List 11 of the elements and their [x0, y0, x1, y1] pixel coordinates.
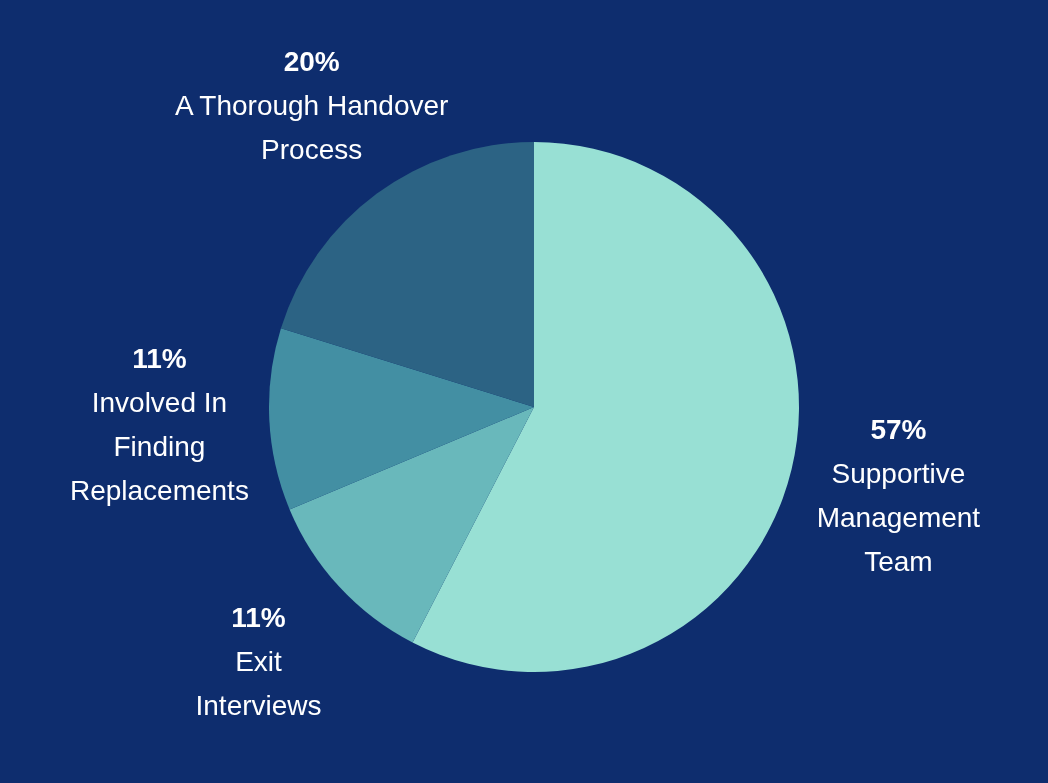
pie-slice — [412, 142, 799, 672]
data-label: 11% — [231, 601, 286, 633]
pie-slice — [289, 407, 534, 643]
slice-label: Supportive Management Team — [816, 457, 981, 577]
slice-label: Involved In Finding Replacements — [69, 387, 249, 507]
slice-label: A Thorough Handover Process — [174, 89, 449, 165]
slice-label: Exit Interviews — [195, 645, 322, 721]
data-label: 11% — [132, 343, 187, 375]
data-label: 20% — [283, 45, 340, 77]
pie-slice — [269, 328, 534, 510]
data-label: 57% — [870, 413, 927, 445]
